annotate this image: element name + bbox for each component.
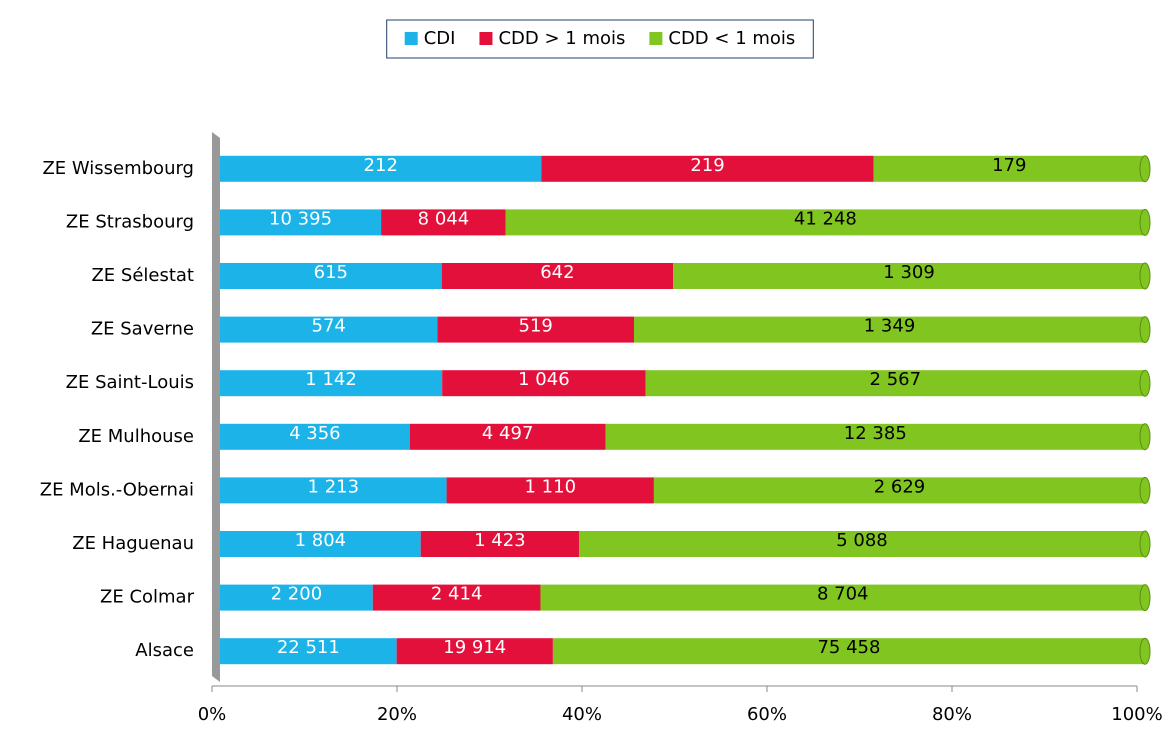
y-tick-label: ZE Wissembourg xyxy=(42,158,194,179)
bar-segment xyxy=(220,370,443,397)
value-label: 179 xyxy=(992,155,1026,176)
bar-segment xyxy=(446,477,654,504)
legend-box xyxy=(386,19,814,59)
y-tick-label: ZE Colmar xyxy=(100,587,195,608)
bar-segment xyxy=(541,155,874,182)
bar-end xyxy=(1139,530,1151,558)
bar-end xyxy=(1139,369,1151,397)
legend-label: CDD < 1 mois xyxy=(668,28,795,49)
bar-end xyxy=(1139,637,1151,665)
value-label: 10 395 xyxy=(269,208,332,229)
value-label: 519 xyxy=(519,316,553,337)
bar-end xyxy=(1139,262,1151,290)
value-label: 1 046 xyxy=(518,369,570,390)
legend-swatch xyxy=(404,32,418,45)
x-tick-label: 0% xyxy=(198,704,227,725)
y-tick-label: ZE Sélestat xyxy=(91,265,194,286)
bar-segment xyxy=(220,477,447,504)
side-wall xyxy=(212,132,220,682)
bar-segment xyxy=(873,155,1145,182)
x-tick-label: 60% xyxy=(747,704,787,725)
bar-segment xyxy=(396,638,553,665)
value-label: 8 044 xyxy=(418,208,470,229)
bar-segment xyxy=(605,423,1145,450)
value-label: 2 200 xyxy=(271,584,323,605)
legend-label: CDD > 1 mois xyxy=(498,28,625,49)
x-tick-label: 40% xyxy=(562,704,602,725)
bar-segment xyxy=(437,316,635,343)
bar-segment xyxy=(220,531,421,557)
y-tick-label: ZE Mulhouse xyxy=(78,426,194,447)
value-label: 1 110 xyxy=(524,476,576,497)
bar-segment xyxy=(381,209,506,236)
bar-end xyxy=(1139,155,1151,183)
value-label: 12 385 xyxy=(844,423,907,444)
bar-segment xyxy=(220,584,373,611)
value-label: 615 xyxy=(314,262,348,283)
bar-end xyxy=(1139,423,1151,451)
bar-end xyxy=(1139,316,1151,344)
bar-segment xyxy=(505,209,1145,236)
bar-segment xyxy=(552,638,1145,665)
bar-segment xyxy=(220,316,438,343)
x-tick-label: 80% xyxy=(932,704,972,725)
bar-segment xyxy=(441,263,674,289)
y-tick-label: ZE Saint-Louis xyxy=(66,372,194,393)
bar-segment xyxy=(220,423,410,450)
value-label: 75 458 xyxy=(817,637,880,658)
legend-swatch xyxy=(479,32,493,45)
bar-segment xyxy=(220,209,382,236)
y-tick-label: Alsace xyxy=(135,640,194,661)
legend: CDI CDD > 1 mois CDD < 1 mois xyxy=(386,19,814,59)
legend-swatch xyxy=(649,32,663,45)
value-label: 1 309 xyxy=(883,262,935,283)
bar-segment xyxy=(540,584,1145,611)
value-label: 8 704 xyxy=(817,584,869,605)
y-tick-label: ZE Haguenau xyxy=(72,533,194,554)
value-label: 19 914 xyxy=(443,637,506,658)
x-tick-label: 100% xyxy=(1111,704,1162,725)
bar-segment xyxy=(420,531,579,557)
bar-segment xyxy=(645,370,1145,397)
value-label: 41 248 xyxy=(794,208,857,229)
value-label: 1 423 xyxy=(474,530,526,551)
bar-segment xyxy=(653,477,1145,504)
value-label: 574 xyxy=(312,316,346,337)
value-label: 1 142 xyxy=(305,369,357,390)
value-label: 1 349 xyxy=(864,316,916,337)
bar-segment xyxy=(409,423,606,450)
value-label: 2 414 xyxy=(431,584,483,605)
value-label: 1 804 xyxy=(295,530,347,551)
bar-end xyxy=(1139,584,1151,612)
value-label: 212 xyxy=(364,155,398,176)
bar-end xyxy=(1139,476,1151,504)
bar-segment xyxy=(578,531,1145,557)
value-label: 4 356 xyxy=(289,423,341,444)
bar-segment xyxy=(220,638,397,665)
value-label: 2 629 xyxy=(874,476,926,497)
value-label: 22 511 xyxy=(277,637,340,658)
value-label: 4 497 xyxy=(482,423,534,444)
legend-label: CDI xyxy=(424,28,456,49)
bar-segment xyxy=(220,263,442,289)
value-label: 2 567 xyxy=(870,369,922,390)
y-tick-label: ZE Saverne xyxy=(91,319,194,340)
value-label: 219 xyxy=(690,155,724,176)
bar-segment xyxy=(442,370,646,397)
value-label: 5 088 xyxy=(836,530,888,551)
bar-end xyxy=(1139,208,1151,236)
bar-segment xyxy=(372,584,541,611)
x-tick-label: 20% xyxy=(377,704,417,725)
bar-segment xyxy=(673,263,1145,289)
value-label: 1 213 xyxy=(308,476,360,497)
bar-segment xyxy=(220,155,542,182)
y-tick-label: ZE Mols.-Obernai xyxy=(40,479,194,500)
y-tick-label: ZE Strasbourg xyxy=(66,211,194,232)
value-label: 642 xyxy=(540,262,574,283)
bar-segment xyxy=(634,316,1145,343)
